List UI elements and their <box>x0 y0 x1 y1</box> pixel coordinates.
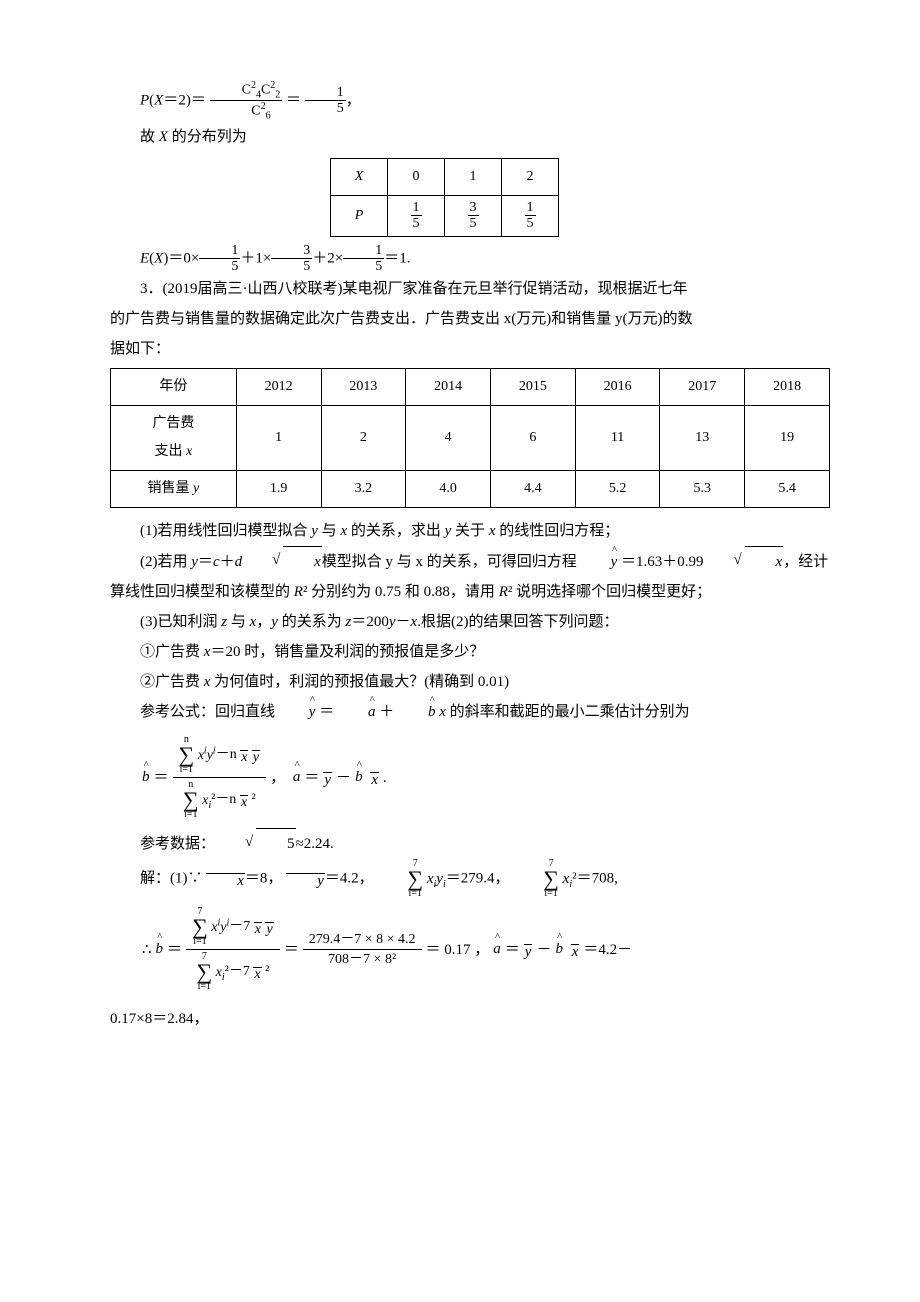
data-table: 年份 2012 2013 2014 2015 2016 2017 2018 广告… <box>110 368 830 508</box>
dist-h1: 0 <box>388 158 445 195</box>
dist-intro: 故 X 的分布列为 <box>110 122 830 152</box>
q3-part2-b: 算线性回归模型和该模型的 R² 分别约为 0.75 和 0.88，请用 R² 说… <box>110 577 830 607</box>
q3-intro-2: 的广告费与销售量的数据确定此次广告费支出．广告费支出 x(万元)和销售量 y(万… <box>110 304 830 334</box>
distribution-table: X 0 1 2 P 15 35 15 <box>330 158 559 237</box>
q3-part3: (3)已知利润 z 与 x，y 的关系为 z＝200y－x.根据(2)的结果回答… <box>110 607 830 637</box>
table-row: 销售量 y 1.9 3.2 4.0 4.4 5.2 5.3 5.4 <box>111 471 830 508</box>
q3-part3-1: ①广告费 x＝20 时，销售量及利润的预报值是多少？ <box>110 637 830 667</box>
therefore-line: ∴ b ＝ 7∑i=1 xiyi－7 x y 7∑i=1 xi²－7 x ² ＝… <box>140 905 830 994</box>
dist-h2: 1 <box>445 158 502 195</box>
q3-part1: (1)若用线性回归模型拟合 y 与 x 的关系，求出 y 关于 x 的线性回归方… <box>110 516 830 546</box>
px2-lhs: P <box>140 92 149 108</box>
dist-p: P <box>331 195 388 236</box>
bhat-formula: b ＝ n∑i=1 xiyi－n x y n∑i=1 xi²－n x ² ， a… <box>140 733 830 822</box>
solution-line: 解：(1)∵ x＝8， y＝4.2， 7∑i=1 xiyi＝279.4， 7∑i… <box>110 859 830 899</box>
dist-p1: 35 <box>445 195 502 236</box>
ref-data: 参考数据：5≈2.24. <box>110 828 830 859</box>
table-row: 年份 2012 2013 2014 2015 2016 2017 2018 <box>111 369 830 406</box>
last-line: 0.17×8＝2.84， <box>110 1004 830 1034</box>
px2-frac1: C24C22 C26 <box>210 80 283 122</box>
dist-h0: X <box>331 158 388 195</box>
table-row: 广告费支出 x 1 2 4 6 11 13 19 <box>111 406 830 471</box>
q3-part2-a: (2)若用 y＝c＋dx模型拟合 y 与 x 的关系，可得回归方程 y ＝1.6… <box>110 546 830 577</box>
q3-intro-3: 据如下： <box>110 334 830 364</box>
expectation-line: E(X)＝0×15＋1×35＋2×15＝1. <box>110 243 830 275</box>
ref-formula-intro: 参考公式：回归直线 y ＝ a ＋ b x 的斜率和截距的最小二乘估计分别为 <box>110 697 830 727</box>
dist-p2: 15 <box>502 195 559 236</box>
dist-p0: 15 <box>388 195 445 236</box>
prob-x2-line: P(XP(X=2)＝＝2)＝ C24C22 C26 ＝ 1 5 ， <box>110 80 830 122</box>
px2-frac2: 1 5 <box>305 85 346 117</box>
q3-intro-1: 3．(2019届高三·山西八校联考)某电视厂家准备在元旦举行促销活动，现根据近七… <box>110 274 830 304</box>
dist-h3: 2 <box>502 158 559 195</box>
q3-part3-2: ②广告费 x 为何值时，利润的预报值最大？(精确到 0.01) <box>110 667 830 697</box>
